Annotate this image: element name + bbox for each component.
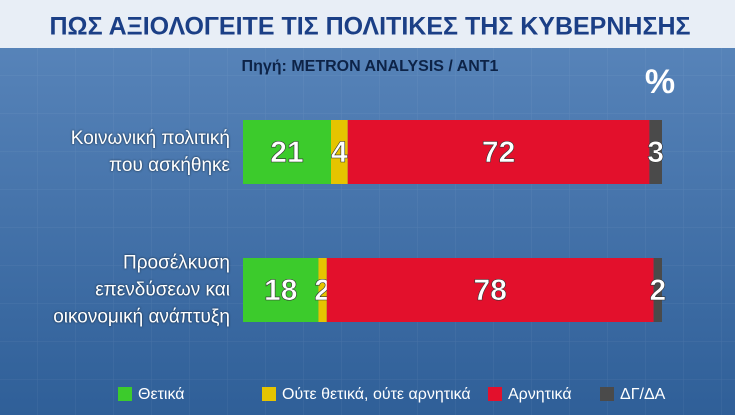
bar-segment	[649, 120, 662, 184]
data-label: 4	[331, 136, 348, 169]
bar-segment	[653, 258, 662, 322]
data-label: 21	[270, 136, 303, 169]
bar-segment	[243, 120, 331, 184]
legend-label: Αρνητικά	[508, 386, 572, 403]
bar-segment	[347, 120, 650, 184]
category-label: Προσέλκυση επενδύσεων και οικονομική ανά…	[53, 252, 230, 328]
data-label: 18	[264, 274, 297, 307]
legend-label: ΔΓ/ΔΑ	[620, 386, 666, 403]
data-label: 3	[647, 136, 664, 169]
legend-swatch	[262, 387, 276, 401]
legend-swatch	[118, 387, 132, 401]
title-strip	[0, 0, 735, 48]
chart-subtitle: Πηγή: METRON ANALYSIS / ANT1	[242, 58, 499, 75]
legend-swatch	[600, 387, 614, 401]
bar-segment	[326, 258, 654, 322]
legend-swatch	[488, 387, 502, 401]
legend-label: Θετικά	[138, 386, 185, 403]
data-label: 72	[482, 136, 515, 169]
category-label: Κοινωνική πολιτική που ασκήθηκε	[70, 128, 230, 176]
data-label: 78	[474, 274, 507, 307]
bar-segment	[318, 258, 327, 322]
chart-title: ΠΩΣ ΑΞΙΟΛΟΓΕΙΤΕ ΤΙΣ ΠΟΛΙΤΙΚΕΣ ΤΗΣ ΚΥΒΕΡΝ…	[49, 13, 690, 41]
legend-label: Ούτε θετικά, ούτε αρνητικά	[282, 386, 471, 403]
bar-segment	[330, 120, 348, 184]
data-label: 2	[649, 274, 666, 307]
bar-segment	[243, 258, 319, 322]
unit-label: %	[645, 63, 675, 101]
